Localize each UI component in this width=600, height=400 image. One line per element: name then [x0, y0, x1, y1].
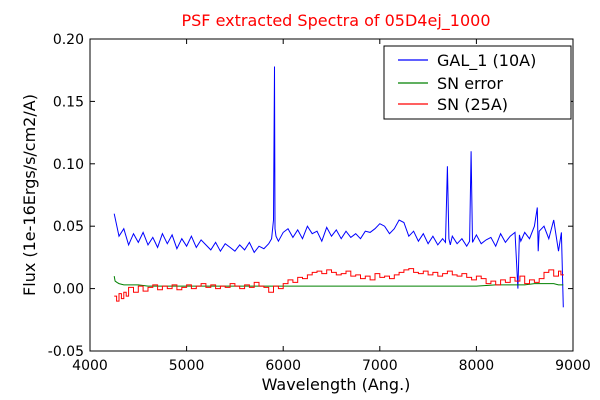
plot-frame — [89, 38, 574, 352]
series-layer — [113, 66, 564, 308]
y-tick-label: -0.05 — [48, 344, 84, 360]
x-tick-label: 7000 — [362, 358, 398, 374]
y-axis-title: Flux (1e-16Ergs/s/cm2/A) — [20, 94, 39, 296]
y-tick-label: 0.05 — [53, 219, 84, 235]
y-tick-label: 0.00 — [53, 282, 84, 298]
y-tick-label: 0.15 — [53, 94, 84, 110]
legend-label-gal: GAL_1 (10A) — [437, 51, 536, 71]
y-axis: -0.05 0.00 0.05 0.10 0.15 0.20 — [48, 32, 573, 360]
legend: GAL_1 (10A) SN error SN (25A) — [383, 45, 572, 120]
x-tick-label: 6000 — [265, 358, 301, 374]
series-sn-error-line — [113, 276, 564, 287]
y-tick-label: 0.10 — [53, 157, 84, 173]
series-gal-line — [113, 66, 564, 308]
legend-label-sn-error: SN error — [437, 74, 503, 93]
legend-label-sn: SN (25A) — [437, 95, 508, 114]
x-axis-title: Wavelength (Ang.) — [262, 375, 411, 394]
x-tick-label: 4000 — [72, 358, 108, 374]
y-tick-label: 0.20 — [53, 32, 84, 48]
x-tick-label: 9000 — [555, 358, 591, 374]
x-axis: 4000 5000 6000 7000 8000 9000 — [72, 39, 591, 374]
series-sn-line — [114, 268, 564, 302]
x-tick-label: 5000 — [169, 358, 205, 374]
x-tick-label: 8000 — [459, 358, 495, 374]
chart-title: PSF extracted Spectra of 05D4ej_1000 — [181, 11, 490, 31]
